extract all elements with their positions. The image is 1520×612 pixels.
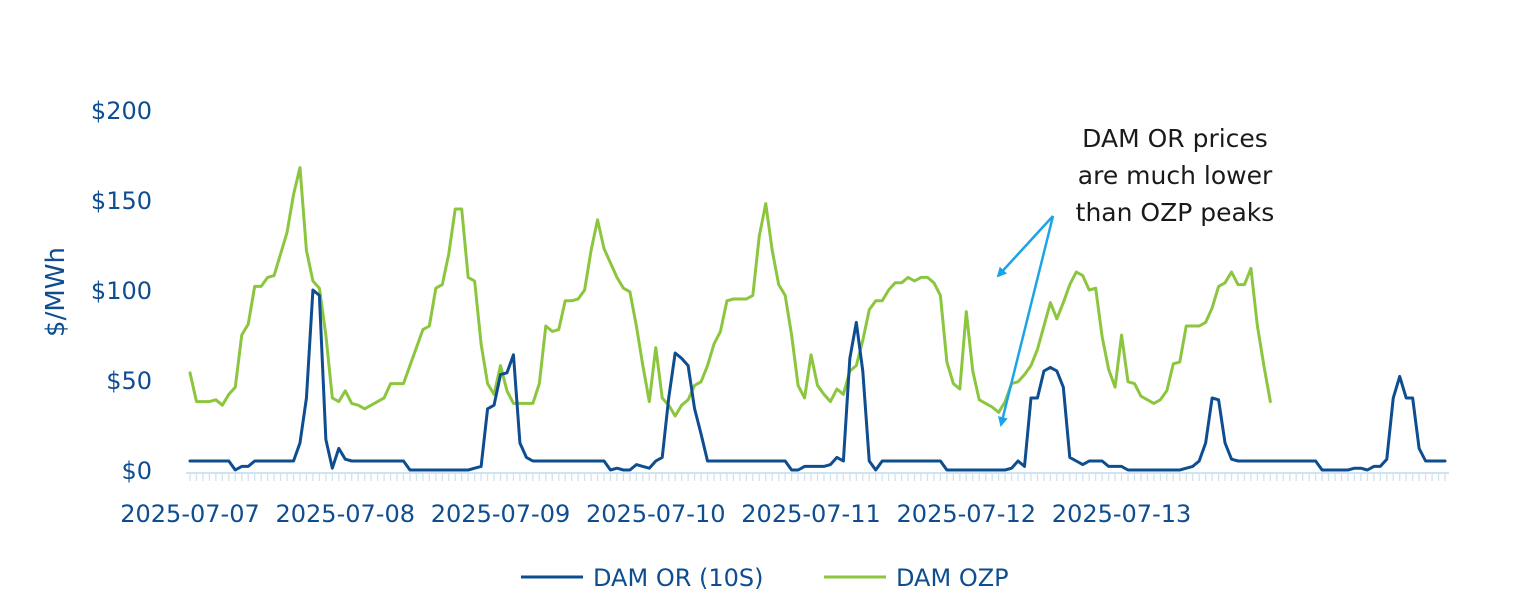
x-tick-label: 2025-07-12	[897, 500, 1036, 528]
y-tick-label: $0	[121, 457, 152, 485]
y-axis-title: $/MWh	[41, 247, 71, 337]
y-tick-label: $100	[91, 277, 152, 305]
x-tick-label: 2025-07-08	[276, 500, 415, 528]
x-tick-label: 2025-07-10	[586, 500, 725, 528]
y-tick-label: $50	[106, 367, 152, 395]
x-tick-label: 2025-07-09	[431, 500, 570, 528]
x-axis-ticks: 2025-07-07 2025-07-08 2025-07-09 2025-07-10…	[120, 500, 1191, 528]
series-line-dam-or-10s	[188, 288, 1447, 472]
y-axis-label: $/MWh	[41, 247, 71, 337]
x-tick-label: 2025-07-11	[741, 500, 880, 528]
series-layer	[188, 166, 1447, 472]
x-axis	[186, 472, 1449, 481]
annotation: DAM OR prices are much lower than OZP peak…	[996, 124, 1275, 427]
y-tick-label: $200	[91, 97, 152, 125]
annotation-text-line: are much lower	[1078, 161, 1273, 190]
legend-label: DAM OR (10S)	[593, 564, 764, 592]
x-tick-label: 2025-07-13	[1052, 500, 1191, 528]
annotation-text-line: than OZP peaks	[1076, 198, 1275, 227]
annotation-arrow-lower	[998, 215, 1055, 427]
legend: DAM OR (10S) DAM OZP	[521, 564, 1009, 592]
x-tick-label: 2025-07-07	[120, 500, 259, 528]
y-axis-ticks: $0 $50 $100 $150 $200	[91, 97, 152, 485]
legend-label: DAM OZP	[896, 564, 1009, 592]
series-line-dam-ozp	[188, 166, 1272, 418]
annotation-text-line: DAM OR prices	[1082, 124, 1268, 153]
y-tick-label: $150	[91, 187, 152, 215]
annotation-arrow-upper	[996, 215, 1054, 278]
